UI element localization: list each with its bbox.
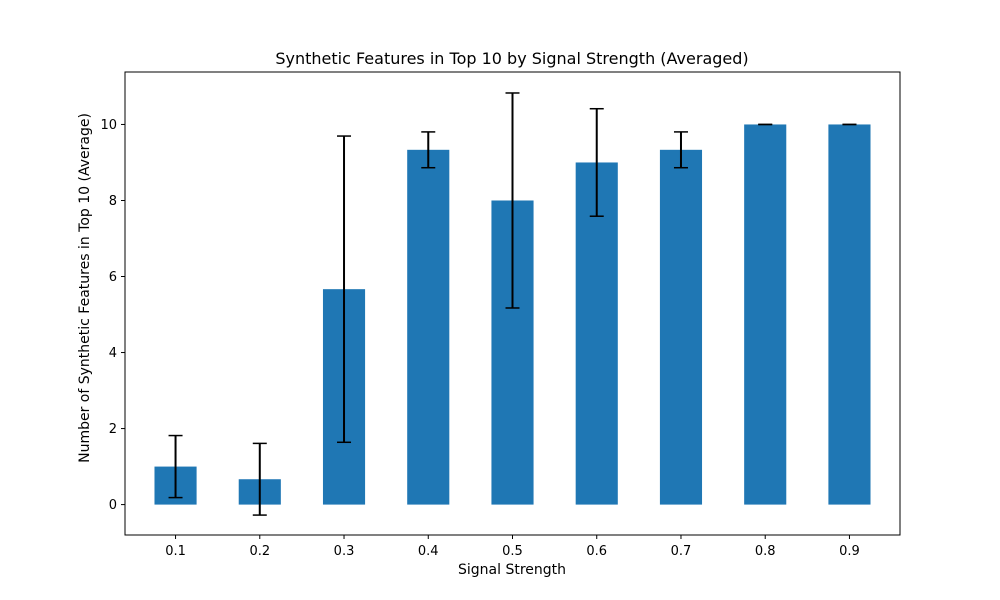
x-tick-label-0.6: 0.6 xyxy=(586,544,607,559)
bar-0.7 xyxy=(659,149,703,505)
bar-0.8 xyxy=(744,124,787,505)
chart-title: Synthetic Features in Top 10 by Signal S… xyxy=(275,49,748,68)
x-tick-label-0.5: 0.5 xyxy=(502,544,523,559)
y-tick-label-10: 10 xyxy=(100,118,117,133)
y-axis-label: Number of Synthetic Features in Top 10 (… xyxy=(77,113,93,463)
y-tick-label-0: 0 xyxy=(109,498,117,513)
bar-0.6 xyxy=(575,162,618,505)
plot-area: 0.1 0.2 0.3 0.4 0.5 0.6 0.7 0.8 0.9 0 2 4 6 8 10 xyxy=(100,71,901,559)
x-tick-label-0.7: 0.7 xyxy=(671,544,692,559)
x-tick-label-0.8: 0.8 xyxy=(755,544,776,559)
x-tick-label-0.1: 0.1 xyxy=(165,544,186,559)
x-tick-label-0.9: 0.9 xyxy=(839,544,860,559)
y-tick-label-2: 2 xyxy=(109,422,117,437)
x-tick-label-0.4: 0.4 xyxy=(418,544,439,559)
y-tick-label-8: 8 xyxy=(109,194,117,209)
x-tick-label-0.2: 0.2 xyxy=(249,544,270,559)
y-tick-label-6: 6 xyxy=(109,270,117,285)
x-axis-label: Signal Strength xyxy=(458,562,566,578)
bar-0.4 xyxy=(407,149,450,505)
x-tick-label-0.3: 0.3 xyxy=(334,544,355,559)
y-tick-label-4: 4 xyxy=(109,346,117,361)
bar-0.9 xyxy=(828,124,871,505)
